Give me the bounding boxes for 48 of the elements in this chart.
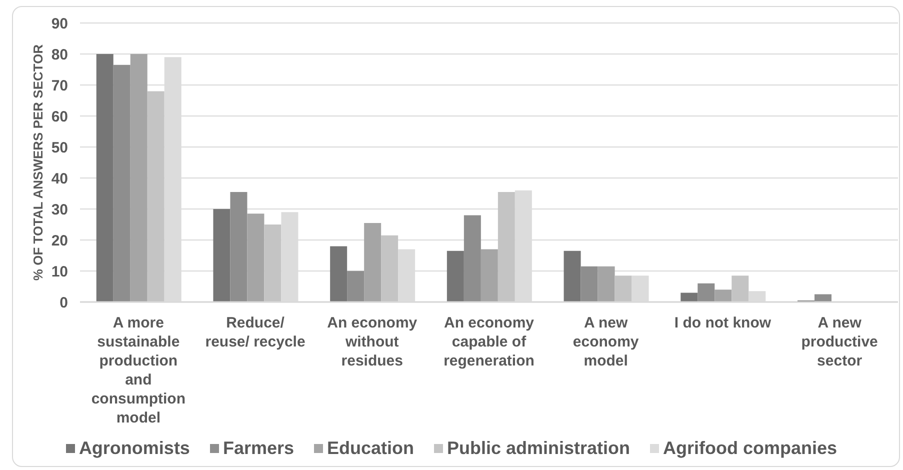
x-tick-label: A more sustainable production and consumption model [91, 314, 186, 427]
bar [364, 222, 382, 302]
x-tick-label: An economy capable of regeneration [444, 314, 535, 370]
bar [680, 292, 698, 302]
x-tick-label: Reduce/ reuse/ recycle [205, 314, 306, 351]
bar [464, 215, 481, 302]
y-tick-label: 50 [51, 139, 68, 156]
bar [614, 276, 632, 302]
bar [598, 266, 615, 302]
bar [96, 54, 114, 302]
y-tick-label: 10 [51, 263, 68, 280]
y-tick-label: 30 [51, 201, 68, 218]
bar [480, 249, 498, 302]
bar [814, 294, 832, 302]
bar [347, 271, 364, 302]
bar [714, 290, 732, 302]
legend-label: Farmers [222, 438, 294, 459]
bar [230, 192, 248, 302]
bar [264, 224, 282, 302]
bar [113, 64, 130, 302]
legend-label: Public administration [447, 438, 630, 459]
y-tick-label: 40 [51, 170, 68, 188]
bar [130, 54, 148, 302]
x-tick-label: A new economy model [572, 314, 640, 370]
bar [247, 214, 264, 302]
bar [498, 192, 515, 302]
bar [213, 209, 230, 302]
y-tick-label: 80 [51, 46, 68, 64]
bar [580, 266, 598, 302]
bar [564, 250, 581, 302]
legend-label: Agronomists [78, 438, 190, 459]
bar [698, 283, 715, 302]
legend-label: Agrifood companies [663, 438, 838, 459]
bar [446, 250, 464, 302]
bar [147, 91, 164, 302]
y-axis-title: % OF TOTAL ANSWERS PER SECTOR [30, 44, 46, 281]
bar [732, 276, 749, 302]
y-tick-label: 60 [51, 108, 68, 126]
x-tick-label: An economy without residues [327, 314, 418, 370]
y-tick-label: 20 [51, 232, 68, 250]
y-tick-label: 70 [51, 77, 68, 94]
x-tick-label: I do not know [674, 314, 772, 332]
bar [330, 246, 348, 302]
legend-label: Education [327, 438, 414, 459]
x-tick-label: A new productive sector [801, 314, 878, 370]
y-tick-label: 90 [51, 15, 68, 32]
y-tick-label: 0 [60, 294, 68, 312]
bar [381, 235, 398, 302]
